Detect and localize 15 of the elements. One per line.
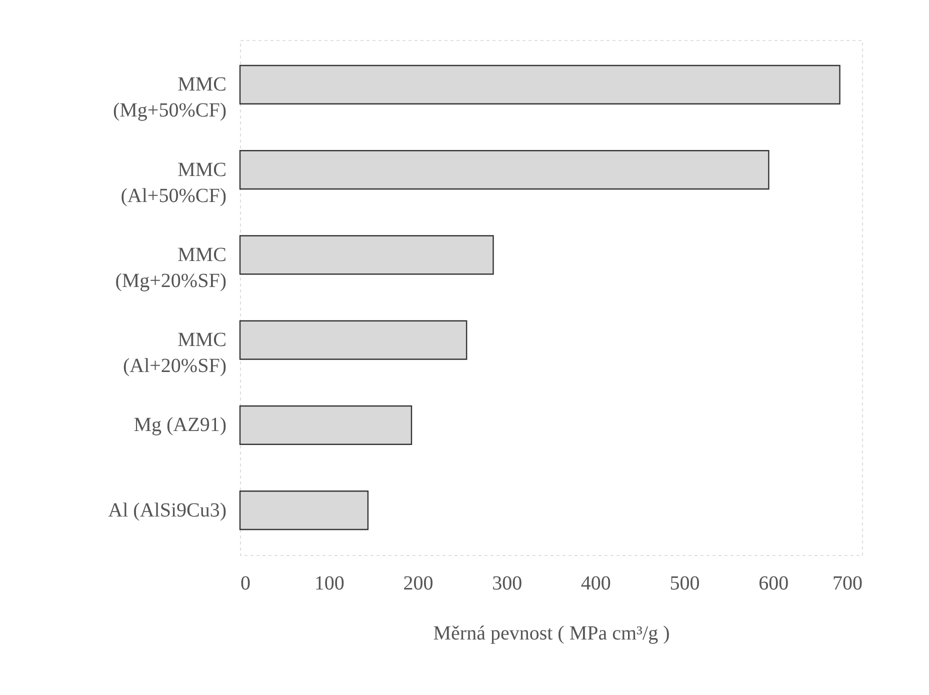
y-tick-label: MMC (Al+20%SF): [122, 329, 226, 378]
x-axis-title: Měrná pevnost ( MPa cm³/g ): [433, 622, 670, 644]
x-tick-label: 600: [758, 572, 789, 594]
x-tick-label: 200: [403, 572, 434, 594]
y-tick-label: MMC (Mg+50%CF): [112, 74, 226, 122]
y-tick-label: Mg (AZ91): [134, 414, 226, 436]
y-tick-label: MMC (Al+50%CF): [120, 158, 226, 207]
y-tick-label: MMC (Mg+20%SF): [115, 244, 226, 292]
x-tick-label: 300: [492, 572, 522, 594]
x-tick-label: 700: [832, 572, 862, 594]
x-tick-label: 400: [580, 572, 611, 594]
y-tick-label: Al (AlSi9Cu3): [108, 499, 226, 522]
x-tick-label: 100: [314, 572, 344, 594]
x-tick-label: 0: [240, 572, 250, 594]
x-tick-label: 500: [670, 572, 700, 594]
